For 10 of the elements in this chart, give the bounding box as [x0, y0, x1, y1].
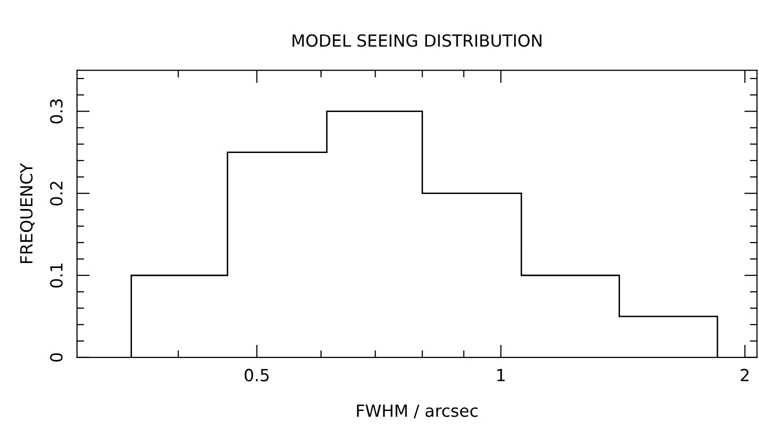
x-axis-title: FWHM / arcsec [357, 404, 478, 418]
y-axis-title: FREQUENCY [20, 163, 35, 263]
x-tick-label: 2 [740, 368, 749, 382]
y-tick-label: 0.1 [50, 264, 63, 288]
y-tick-label: 0.3 [50, 99, 63, 124]
chart-title: MODEL SEEING DISTRIBUTION [292, 34, 542, 47]
x-tick-label: 0.5 [244, 368, 269, 382]
y-tick-label: 0.2 [50, 182, 63, 206]
y-tick-label: 0 [50, 353, 63, 362]
x-tick-label: 1 [497, 369, 505, 382]
